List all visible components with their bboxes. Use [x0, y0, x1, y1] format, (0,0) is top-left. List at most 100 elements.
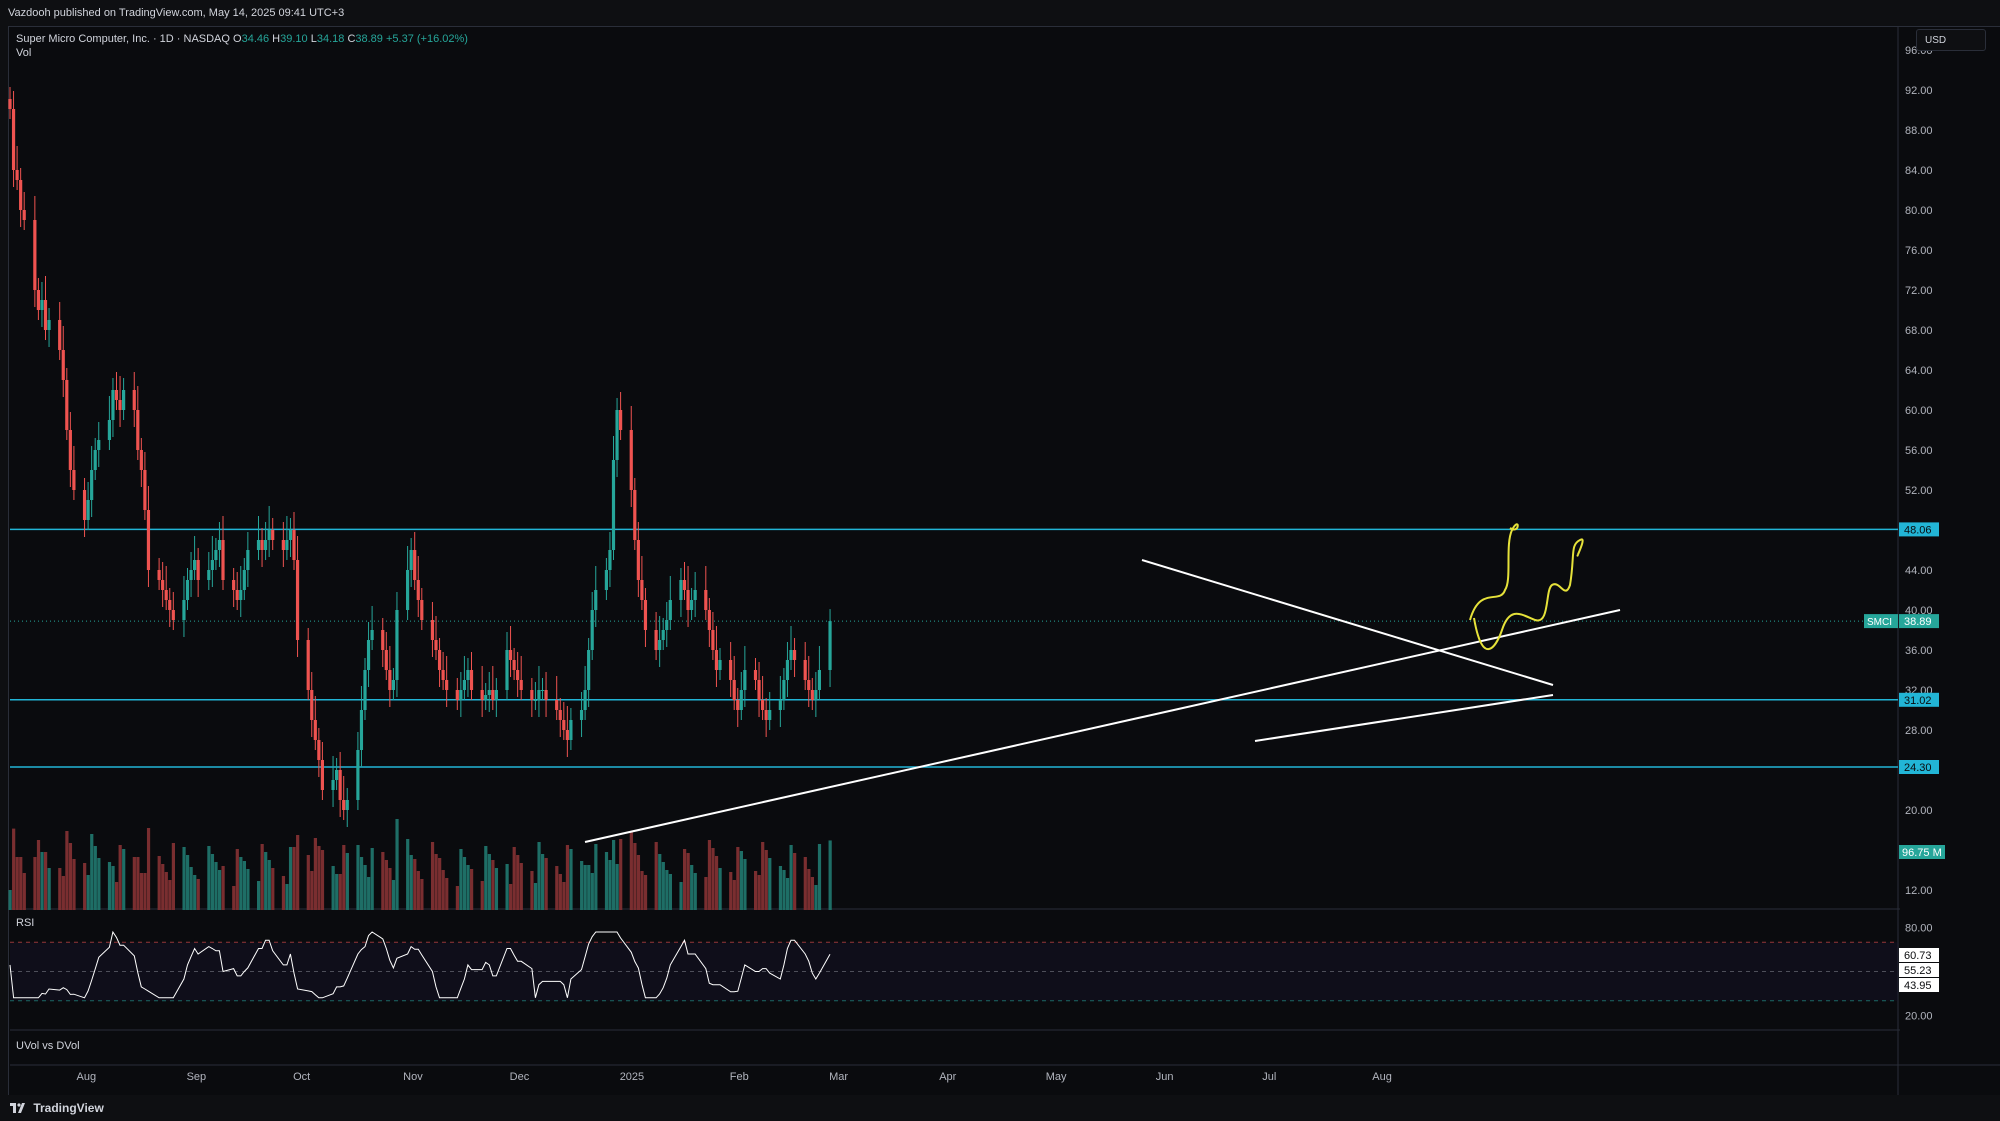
rsi-value-tag [1899, 948, 1939, 962]
volume-bar [388, 868, 392, 910]
chart-frame[interactable] [8, 26, 2000, 1099]
candle-body [132, 390, 136, 410]
volume-bar [317, 846, 321, 910]
volume-bar [690, 865, 694, 910]
footer: TradingView [0, 1095, 2000, 1121]
volume-bar [512, 847, 516, 910]
volume-bar [68, 843, 73, 910]
volume-bar [345, 853, 349, 910]
volume-bar [541, 854, 545, 910]
volume-bar [143, 873, 147, 910]
candle-body [65, 380, 69, 430]
candle-body [789, 650, 793, 660]
volume-bar [491, 860, 495, 910]
lower-trendline [1254, 694, 1554, 742]
currency-button[interactable]: USD [1916, 29, 1986, 51]
last-price-tag [1899, 614, 1939, 629]
volume-bar [793, 853, 797, 910]
volume-bar [516, 855, 520, 910]
volume-bar [558, 874, 562, 910]
candle-body [665, 620, 669, 630]
volume-bar [785, 878, 790, 910]
volume-bar [555, 866, 559, 910]
candle-body [636, 540, 640, 580]
volume-bar [391, 880, 396, 910]
candle-body [814, 690, 818, 700]
candle-body [193, 560, 197, 570]
y-tick-label: 88.00 [1905, 125, 1933, 137]
candle-body [679, 580, 683, 600]
candle-body [565, 730, 569, 740]
volume-bar [12, 828, 16, 910]
volume-bar [19, 857, 23, 910]
volume-tag-label: 96.75 M [1902, 847, 1942, 859]
candle-body [711, 630, 715, 650]
y-tick-label: 68.00 [1905, 325, 1933, 337]
volume-bar [196, 879, 200, 910]
tradingview-logo[interactable]: TradingView [10, 1095, 104, 1121]
volume-bar [409, 855, 413, 910]
candle-body [413, 550, 417, 580]
symbol-tag-label: SMCI [1867, 617, 1892, 628]
candle-body [544, 690, 548, 700]
candle-body [47, 320, 51, 330]
candle-body [391, 680, 395, 690]
candle-body [466, 670, 470, 680]
candle-body [33, 220, 37, 290]
candle-body [86, 500, 90, 520]
candle-body [555, 700, 559, 710]
candle-body [729, 660, 733, 680]
candle-body [594, 590, 598, 610]
candle-body [331, 780, 335, 790]
volume-bar [445, 878, 449, 910]
volume-bar [434, 854, 438, 910]
volume-bar [505, 864, 509, 910]
candle-body [22, 210, 26, 220]
volume-bar [530, 871, 534, 910]
volume-bar [810, 877, 814, 910]
volume-bar [235, 849, 239, 910]
volume-bar [310, 871, 314, 910]
volume-bar [580, 861, 584, 910]
candle-body [785, 660, 790, 680]
volume-bar [629, 831, 633, 910]
volume-bar [494, 868, 499, 910]
candle-body [68, 430, 72, 470]
volume-bar [44, 852, 48, 910]
symbol-name: Super Micro Computer, Inc. · 1D · NASDAQ [16, 33, 230, 45]
candle-body [182, 600, 186, 620]
candle-body [210, 560, 214, 570]
ascending-trendline [584, 609, 1621, 843]
volume-bar [683, 849, 687, 910]
open-value: 34.46 [241, 33, 270, 45]
volume-bar [395, 819, 399, 910]
y-tick-label: 52.00 [1905, 485, 1933, 497]
volume-bar [537, 842, 541, 910]
volume-bar [107, 862, 112, 910]
volume-bar [90, 834, 94, 910]
volume-bar [562, 882, 566, 910]
candle-body [540, 690, 545, 691]
candle-body [260, 540, 264, 550]
candle-body [430, 620, 435, 640]
volume-bar [604, 852, 609, 910]
x-tick-label: Mar [829, 1071, 848, 1083]
volume-bar [544, 858, 548, 910]
volume-bar [583, 865, 587, 910]
volume-bar [761, 842, 765, 910]
volume-bar [480, 881, 484, 910]
candle-body [359, 710, 364, 750]
volume-bar [271, 868, 275, 910]
volume-bar [359, 857, 364, 910]
volume-bar [509, 884, 513, 910]
candle-body [619, 410, 623, 430]
candle-body [494, 690, 498, 700]
volume-bar [370, 848, 374, 910]
candle-body [356, 750, 360, 800]
volume-bar [782, 870, 786, 910]
volume-bar [420, 879, 424, 910]
volume-bar [157, 856, 161, 910]
rsi-value-label: 55.23 [1904, 965, 1932, 977]
volume-bar [594, 844, 598, 910]
